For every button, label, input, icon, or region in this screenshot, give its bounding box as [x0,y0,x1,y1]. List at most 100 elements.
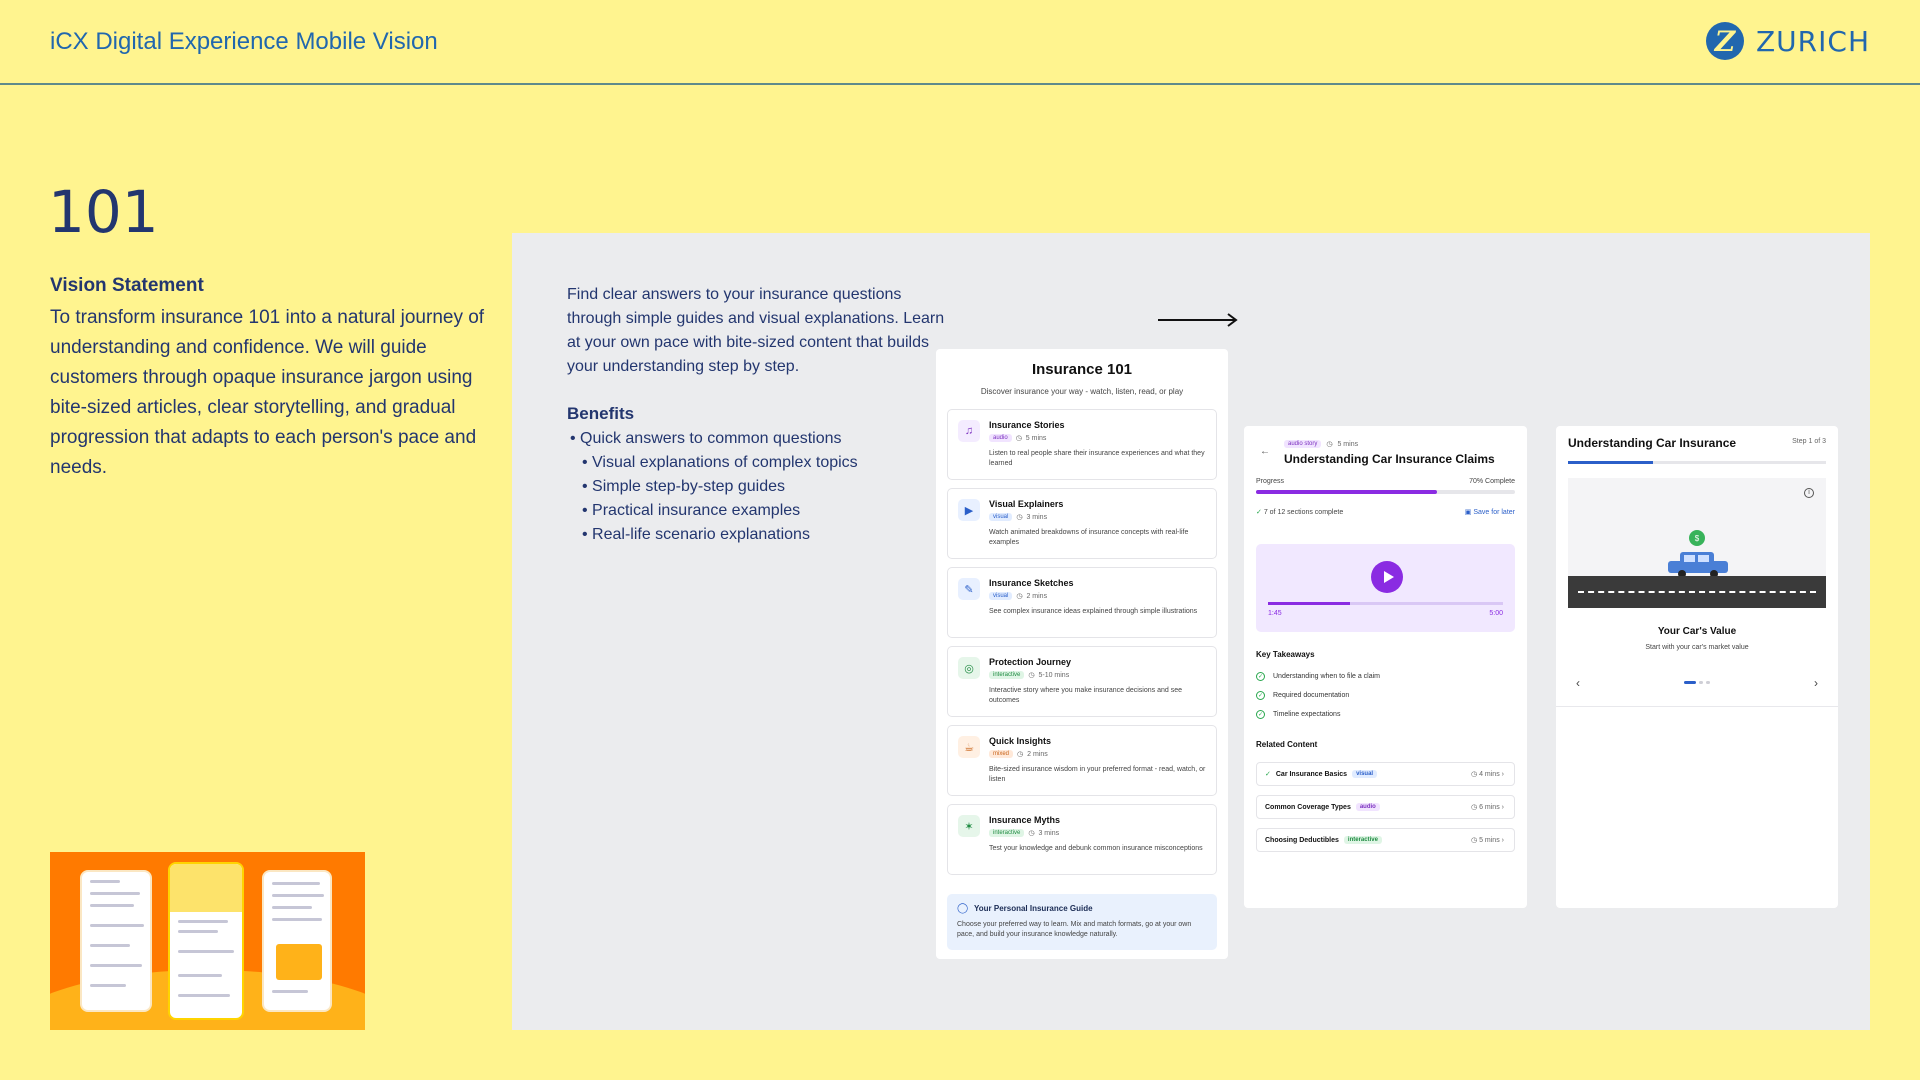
content-card[interactable]: ☕ Quick Insights mixed ◷ 2 mins Bite-sized… [947,725,1217,796]
related-name: Common Coverage Types [1265,803,1351,811]
clock-icon: ◷ [1016,514,1023,521]
related-title: Related Content [1256,740,1318,749]
arrow-right-icon [1158,313,1238,327]
takeaway-text: Timeline expectations [1273,711,1341,718]
page-dot[interactable] [1706,681,1710,684]
check-icon: ✓ [1256,509,1262,516]
takeaway-item: ✓ Required documentation [1256,691,1349,700]
playback-slider[interactable] [1268,602,1503,605]
stepper-title: Understanding Car Insurance [1568,436,1737,450]
chevron-right-icon: › [1501,804,1504,811]
value-title: Your Car's Value [1657,626,1737,637]
card-title: Quick Insights [989,736,1052,746]
card-duration: 3 mins [1038,829,1060,837]
takeaway-item: ✓ Timeline expectations [1256,710,1340,719]
card-description: Interactive story where you make insuran… [989,687,1182,704]
card-duration: 3 mins [1026,513,1048,521]
video-icon: ▶ [958,499,980,521]
audio-story-screen: ← audio story ◷ 5 mins Understanding Car I… [1244,426,1527,908]
playback-fill [1268,602,1351,605]
page-dot[interactable] [1684,681,1696,684]
guide-title: Your Personal Insurance Guide [974,904,1093,913]
check-icon: ✓ [1256,672,1265,681]
card-duration: 5-10 mins [1038,671,1070,679]
deck-title: iCX Digital Experience Mobile Vision [50,28,438,55]
story-duration: 5 mins [1337,440,1359,448]
card-title: Visual Explainers [989,499,1064,509]
takeaway-text: Required documentation [1273,692,1350,699]
benefit-item: • Simple step-by-step guides [582,478,786,495]
zurich-brand: Z ZURICH [1706,22,1870,60]
takeaway-item: ✓ Understanding when to file a claim [1256,672,1380,681]
chevron-left-icon[interactable]: ‹ [1576,676,1580,690]
card-description: Watch animated breakdowns of insurance c… [989,529,1189,546]
clock-icon: ◷ [1016,593,1023,600]
clock-icon: ◷ [1015,435,1022,442]
save-for-later-link[interactable]: ▣ Save for later [1465,508,1515,516]
card-title: Insurance Stories [989,420,1065,430]
format-badge: interactive [989,829,1025,837]
chevron-right-icon: › [1501,771,1504,778]
content-card[interactable]: ◎ Protection Journey interactive ◷ 5-10 mi… [947,646,1217,717]
progress-label: Progress [1256,478,1285,485]
card-title: Insurance Sketches [989,578,1074,588]
content-card[interactable]: ✶ Insurance Myths interactive ◷ 3 mins Tes… [947,804,1217,875]
back-arrow-icon[interactable]: ← [1260,446,1270,457]
progress-bar [1256,490,1515,494]
related-name: Choosing Deductibles [1265,836,1339,844]
zurich-logo-icon: Z [1706,22,1744,60]
benefit-item: • Quick answers to common questions [570,430,842,447]
vision-title: Vision Statement [50,275,204,296]
phone-mockup [80,870,152,1012]
clock-icon: ◷ [1028,830,1035,837]
card-title: Insurance Myths [989,815,1061,825]
bookmark-icon: ▣ [1464,509,1472,516]
pen-icon: ✎ [958,578,980,600]
screen-subtitle: Discover insurance your way - watch, lis… [980,387,1184,396]
takeaways-title: Key Takeaways [1256,650,1315,659]
clock-icon: ◷ [1471,771,1478,778]
check-icon: ✓ [1256,710,1265,719]
related-duration: 5 mins [1479,837,1500,844]
content-card[interactable]: ♫ Insurance Stories audio ◷ 5 mins Listen … [947,409,1217,480]
format-badge: visual [1352,770,1378,778]
clock-icon: ◷ [1326,441,1333,448]
phone-mockup [168,862,244,1020]
related-name: Car Insurance Basics [1275,770,1348,778]
related-item[interactable]: Choosing Deductibles interactive ◷ 5 mins… [1256,828,1515,852]
page-dot[interactable] [1699,681,1703,684]
brand-name: ZURICH [1756,24,1870,58]
current-time: 1:45 [1268,610,1282,617]
step-progress-fill [1568,461,1654,464]
save-label: Save for later [1473,509,1515,516]
app-preview-thumbnail [50,852,365,1030]
card-description: Bite-sized insurance wisdom in your pref… [989,766,1206,783]
clock-icon: ◷ [1471,837,1478,844]
format-badge: interactive [989,671,1025,679]
card-description: Test your knowledge and debunk common in… [989,845,1203,852]
content-card[interactable]: ✎ Insurance Sketches visual ◷ 2 mins See c… [947,567,1217,638]
benefit-item: • Real-life scenario explanations [582,526,810,543]
benefit-item: • Visual explanations of complex topics [582,454,858,471]
screen-title: Insurance 101 [1031,361,1133,378]
audio-player: 1:45 5:00 [1256,544,1515,632]
content-card[interactable]: ▶ Visual Explainers visual ◷ 3 mins Watch … [947,488,1217,559]
card-duration: 2 mins [1026,592,1048,600]
card-duration: 2 mins [1027,750,1048,758]
related-item[interactable]: Common Coverage Types audio ◷ 6 mins › [1256,795,1515,819]
info-icon[interactable]: i [1804,488,1814,498]
related-item[interactable]: ✓ Car Insurance Basics visual ◷ 4 mins › [1256,762,1515,786]
format-badge: mixed [989,750,1014,758]
value-subtitle: Start with your car's market value [1645,644,1749,651]
format-badge: audio [989,434,1012,442]
benefits-list: • Quick answers to common questions • Vi… [570,427,858,547]
play-button[interactable] [1371,561,1403,593]
top-bar: iCX Digital Experience Mobile Vision Z Z… [0,0,1920,85]
step-progress-bar [1568,461,1826,464]
format-badge: audio story [1284,440,1322,448]
related-duration: 4 mins [1479,771,1500,778]
chevron-right-icon[interactable]: › [1814,676,1818,690]
compass-icon: ◎ [958,657,980,679]
benefits-title: Benefits [567,404,635,423]
check-icon: ✓ [1265,771,1271,778]
